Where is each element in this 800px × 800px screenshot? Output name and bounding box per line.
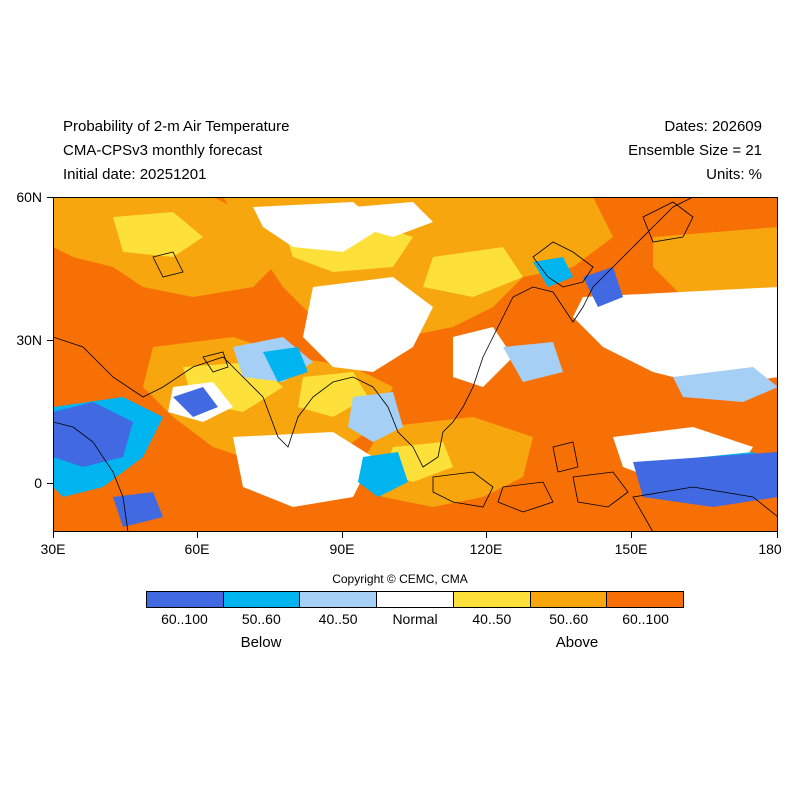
- coastlines: [53, 197, 778, 532]
- lon-label-60e: 60E: [184, 541, 210, 557]
- lon-tick-180: [777, 532, 778, 538]
- probability-map: [53, 197, 778, 532]
- lon-tick-90e: [342, 532, 343, 538]
- below-60-100-regions: [53, 267, 778, 527]
- lon-tick-60e: [197, 532, 198, 538]
- lon-tick-30e: [53, 532, 54, 538]
- legend-swatch: [223, 592, 301, 607]
- legend-swatch: [453, 592, 531, 607]
- info-block: Dates: 202609 Ensemble Size = 21 Units: …: [628, 115, 762, 187]
- legend-above-label: Above: [555, 634, 599, 651]
- map-frame: [53, 197, 778, 532]
- legend-colorbar: [146, 591, 684, 608]
- lat-tick-30n: [47, 340, 53, 341]
- legend-swatch: [300, 592, 378, 607]
- legend-swatch: [530, 592, 608, 607]
- legend-category-label: Normal: [392, 611, 438, 627]
- valid-dates: Dates: 202609: [664, 118, 762, 135]
- initial-date: Initial date: 20251201: [63, 166, 207, 183]
- legend-swatch: [147, 592, 224, 607]
- legend-category-label: 50..60: [549, 611, 589, 627]
- legend-category-label: 40..50: [472, 611, 512, 627]
- title-block: Probability of 2-m Air Temperature CMA-C…: [63, 115, 290, 187]
- lat-label-30n: 30N: [16, 332, 42, 348]
- lat-label-60n: 60N: [16, 189, 42, 205]
- lon-label-30e: 30E: [40, 541, 66, 557]
- legend-category-label: 50..60: [241, 611, 281, 627]
- lon-label-150e: 150E: [614, 541, 648, 557]
- map-title: Probability of 2-m Air Temperature: [63, 118, 290, 135]
- lon-tick-120e: [486, 532, 487, 538]
- legend-category-label: 60..100: [622, 611, 669, 627]
- units-label: Units: %: [706, 166, 762, 183]
- map-canvas: [53, 197, 778, 532]
- legend-category-label: 40..50: [318, 611, 358, 627]
- copyright-notice: Copyright © CEMC, CMA: [332, 572, 468, 586]
- ensemble-size: Ensemble Size = 21: [628, 142, 762, 159]
- lon-label-180: 180: [758, 541, 782, 557]
- lon-tick-150e: [631, 532, 632, 538]
- model-name: CMA-CPSv3 monthly forecast: [63, 142, 263, 159]
- lon-label-90e: 90E: [329, 541, 355, 557]
- legend-below-label: Below: [240, 634, 282, 651]
- legend-category-label: 60..100: [161, 611, 208, 627]
- lat-tick-0: [47, 483, 53, 484]
- lat-tick-60n: [47, 197, 53, 198]
- legend-swatch: [377, 592, 454, 607]
- lat-label-0: 0: [34, 475, 42, 491]
- legend-swatch: [607, 592, 684, 607]
- lon-label-120e: 120E: [469, 541, 503, 557]
